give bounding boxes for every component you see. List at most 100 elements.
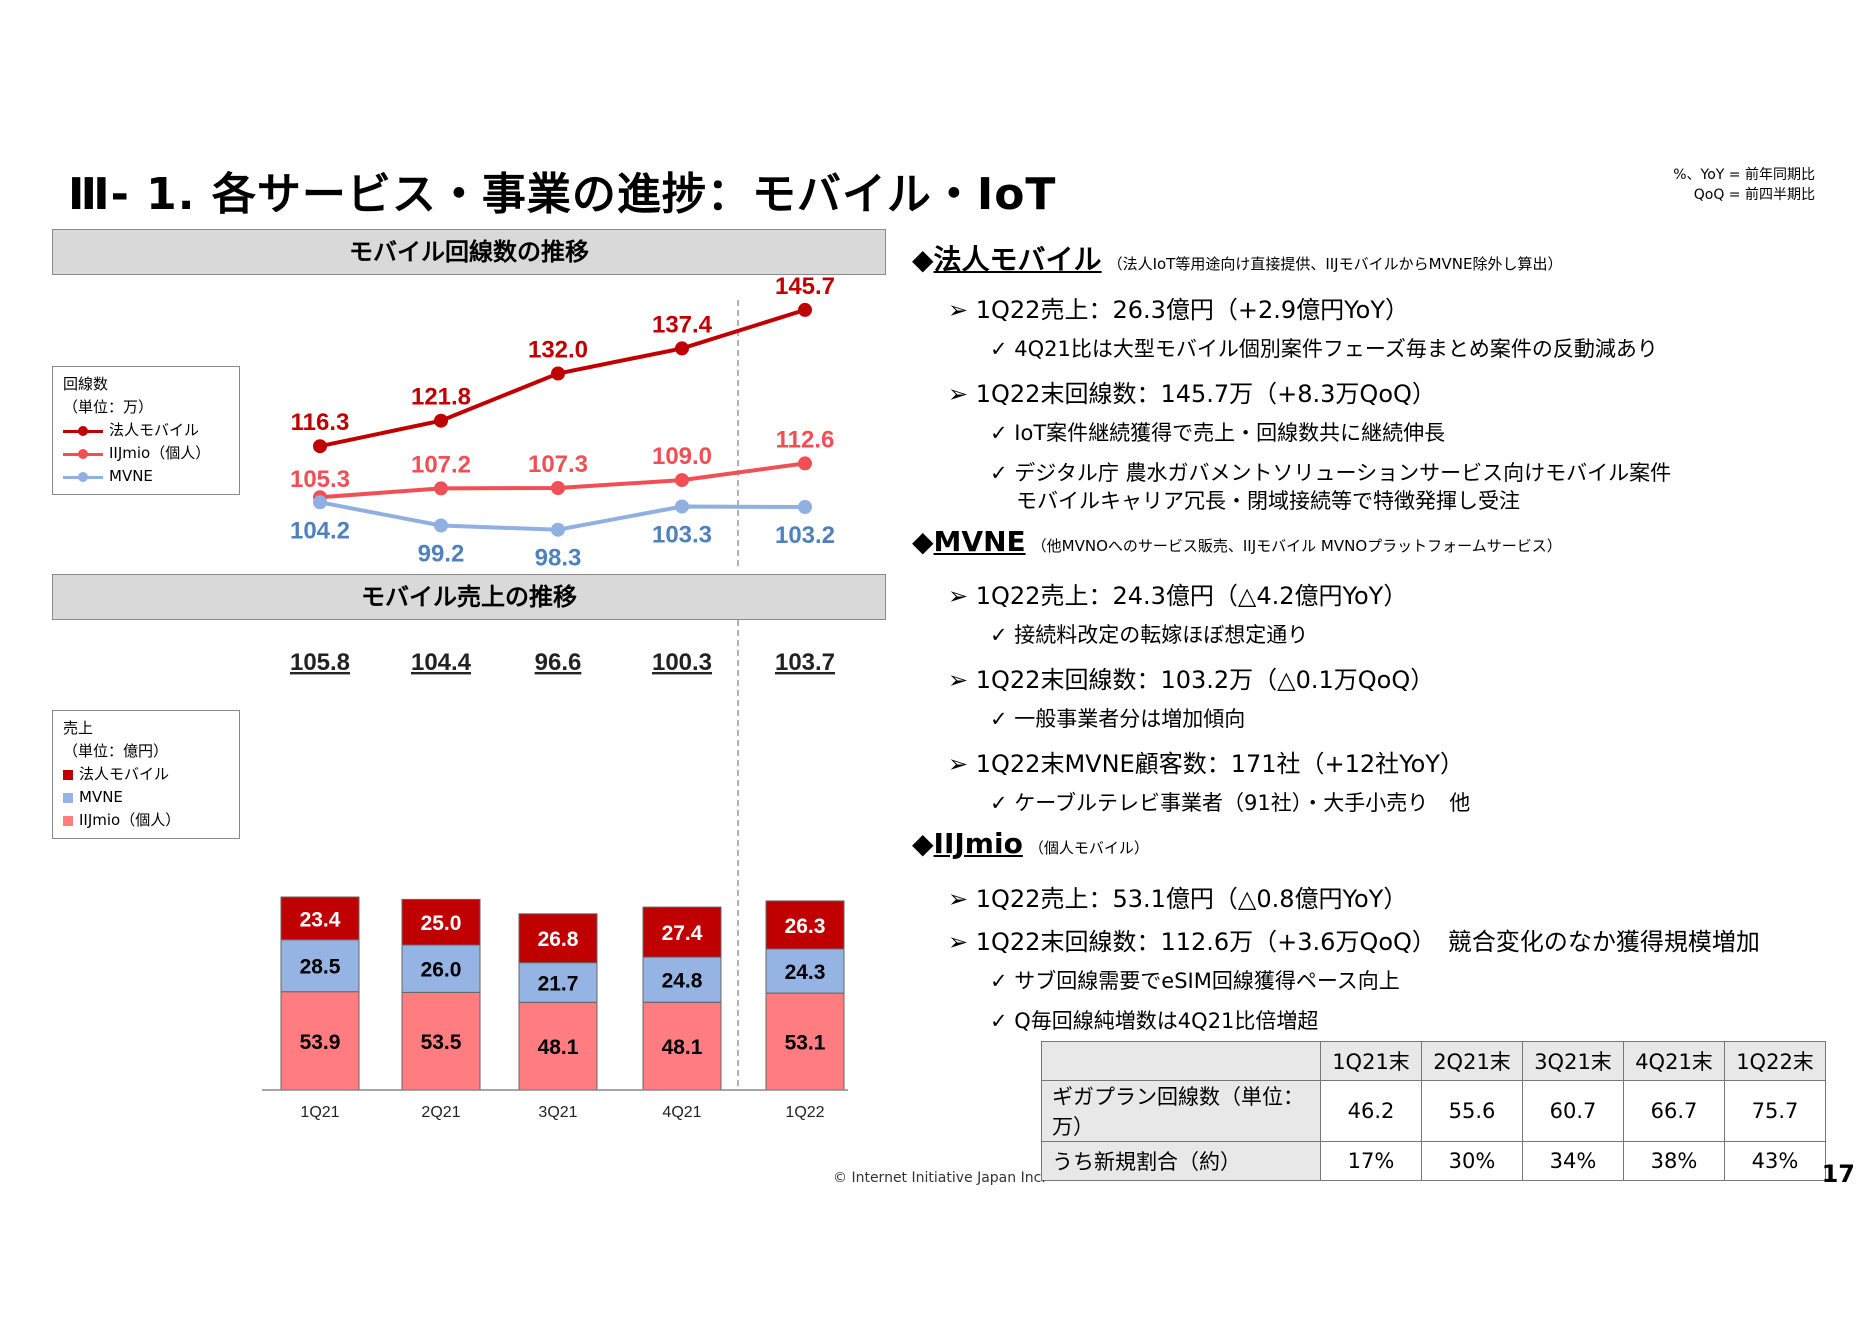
- bar-label-mvne: 24.8: [662, 970, 703, 993]
- check-text-continued: モバイルキャリア冗長・閉域接続等で特徴発揮し受注: [1016, 489, 1520, 513]
- bar-segment-mvne: [765, 948, 845, 994]
- mvne-section-heading: ◆MVNE （他MVNOへのサービス販売、IIJモバイル MVNOプラットフォーム…: [912, 525, 1562, 558]
- data-point-iijmio: [798, 456, 812, 471]
- table-cell: 60.7: [1522, 1080, 1624, 1142]
- data-label-mvne: 103.3: [652, 522, 712, 549]
- check-text: 接続料改定の転嫁ほぼ想定通り: [1014, 623, 1309, 647]
- legend-swatch-icon: [63, 792, 73, 803]
- data-point-mvne: [798, 500, 812, 514]
- bar-segment-corp: [642, 906, 722, 958]
- bar-legend-item-corp: 法人モバイル: [63, 763, 229, 786]
- data-point-corp: [551, 366, 565, 381]
- data-point-mvne: [551, 522, 565, 537]
- bullet: ➢ 1Q22末MVNE顧客数：171社（+12社YoY）: [948, 750, 1464, 778]
- check-text: 一般事業者分は増加傾向: [1014, 707, 1246, 731]
- bar-legend: 売上 （単位：億円） 法人モバイル MVNE IIJmio（個人）: [52, 710, 240, 839]
- table-cell: 55.6: [1421, 1080, 1523, 1142]
- legend-label: 法人モバイル: [79, 765, 170, 783]
- bar-segment-iijmio: [642, 1001, 722, 1091]
- bar-total-label: 100.3: [652, 649, 712, 676]
- data-label-iijmio: 109.0: [652, 443, 712, 470]
- data-label-mvne: 103.2: [775, 522, 835, 549]
- bar-label-mvne: 24.3: [785, 961, 826, 984]
- legend-label: IIJmio（個人）: [79, 811, 181, 829]
- table-row-label: うち新規割合（約）: [1041, 1141, 1321, 1181]
- page-title: Ⅲ- 1. 各サービス・事業の進捗：モバイル・IoT: [68, 169, 1057, 220]
- bullet-text: 1Q22末回線数：103.2万（△0.1万QoQ）: [975, 666, 1435, 694]
- bar-segment-mvne: [401, 944, 481, 993]
- table-row: うち新規割合（約） 17% 30% 34% 38% 43%: [1041, 1141, 1826, 1181]
- bar-segment-iijmio: [518, 1001, 598, 1091]
- corp-note: （法人IoT等用途向け直接提供、IIJモバイルからMVNE除外し算出）: [1107, 255, 1563, 273]
- legend-line-marker-icon: [63, 448, 103, 460]
- bullet: ➢ 1Q22売上：53.1億円（△0.8億円YoY）: [948, 885, 1408, 913]
- bar-total-label: 103.7: [775, 649, 835, 676]
- check-text: 4Q21比は大型モバイル個別案件フェーズ毎まとめ案件の反動減あり: [1014, 337, 1658, 361]
- bar-legend-item-iijmio: IIJmio（個人）: [63, 809, 229, 832]
- table-cell: 43%: [1724, 1141, 1826, 1181]
- note-yoy: %、YoY = 前年同期比: [1673, 167, 1815, 183]
- bullet: ➢ 1Q22末回線数：145.7万（+8.3万QoQ）: [948, 380, 1436, 408]
- x-axis-tick-label: 2Q21: [421, 1104, 460, 1121]
- legend-swatch-icon: [63, 815, 73, 826]
- bullet: ➢ 1Q22売上：24.3億円（△4.2億円YoY）: [948, 582, 1408, 610]
- data-label-corp: 121.8: [411, 384, 471, 411]
- bullet-text: 1Q22売上：53.1億円（△0.8億円YoY）: [975, 885, 1408, 913]
- data-label-corp: 137.4: [652, 311, 713, 338]
- legend-label: MVNE: [109, 467, 153, 485]
- bar-label-iijmio: 48.1: [538, 1036, 579, 1059]
- data-point-mvne: [675, 499, 689, 514]
- check-item: ✓ サブ回線需要でeSIM回線獲得ペース向上: [990, 969, 1400, 993]
- bullet-text: 1Q22末回線数：112.6万（+3.6万QoQ） 競合変化のなか獲得規模増加: [975, 928, 1760, 956]
- data-label-iijmio: 112.6: [776, 426, 835, 453]
- line-legend-title: 回線数: [63, 375, 109, 393]
- bullet-text: 1Q22売上：24.3億円（△4.2億円YoY）: [975, 582, 1408, 610]
- data-point-corp: [313, 439, 327, 454]
- bar-segment-corp: [765, 900, 845, 950]
- bar-segment-corp: [518, 913, 598, 964]
- corp-heading: 法人モバイル: [933, 243, 1102, 276]
- table-header-row: 1Q21末 2Q21末 3Q21末 4Q21末 1Q22末: [1041, 1041, 1826, 1081]
- gigaplan-table: 1Q21末 2Q21末 3Q21末 4Q21末 1Q22末 ギガプラン回線数（単…: [1041, 1041, 1826, 1181]
- bar-label-corp: 26.3: [785, 915, 826, 938]
- bar-label-corp: 27.4: [662, 922, 703, 945]
- check-text: デジタル庁 農水ガバメントソリューションサービス向けモバイル案件: [1014, 461, 1672, 485]
- legend-line-marker-icon: [63, 471, 103, 483]
- x-axis-tick-label: 3Q21: [538, 1104, 577, 1121]
- bar-legend-unit: （単位：億円）: [63, 742, 169, 760]
- line-chart: 116.3 121.8 132.0 137.4 145.7 105.3 107.2 107.3…: [290, 273, 835, 570]
- data-point-iijmio: [551, 481, 565, 495]
- legend-line-marker-icon: [63, 425, 103, 437]
- table-cell: 38%: [1623, 1141, 1725, 1181]
- check-text: ケーブルテレビ事業者（91社）・大手小売り 他: [1014, 791, 1471, 815]
- line-legend-unit: （単位：万）: [63, 398, 154, 416]
- check-item: ✓ IoT案件継続獲得で売上・回線数共に継続伸長: [990, 421, 1446, 445]
- table-header-cell: 1Q21末: [1320, 1041, 1422, 1081]
- bar-label-mvne: 26.0: [421, 959, 462, 982]
- iijmio-heading: IIJmio: [933, 827, 1023, 860]
- bar-segment-corp: [401, 898, 481, 946]
- iijmio-note: （個人モバイル）: [1028, 839, 1149, 857]
- data-point-iijmio: [675, 473, 689, 488]
- abbreviation-note: %、YoY = 前年同期比 QoQ = 前四半期比: [1673, 165, 1815, 205]
- bar-total-label: 105.8: [290, 649, 350, 676]
- data-label-iijmio: 107.2: [411, 451, 471, 478]
- data-point-iijmio: [434, 481, 448, 496]
- check-item: ✓ ケーブルテレビ事業者（91社）・大手小売り 他: [990, 791, 1471, 815]
- check-item: ✓ 4Q21比は大型モバイル個別案件フェーズ毎まとめ案件の反動減あり: [990, 337, 1658, 361]
- bar-total-label: 96.6: [535, 649, 582, 676]
- table-header-cell: 1Q22末: [1724, 1041, 1826, 1081]
- bar-label-iijmio: 53.1: [785, 1032, 826, 1055]
- bar-segment-mvne: [518, 962, 598, 1003]
- line-panel-header: モバイル回線数の推移: [52, 229, 886, 275]
- legend-label: IIJmio（個人）: [109, 444, 211, 462]
- bar-segment-mvne: [280, 939, 360, 993]
- check-item: ✓ 接続料改定の転嫁ほぼ想定通り: [990, 623, 1309, 647]
- table-cell: 17%: [1320, 1141, 1422, 1181]
- data-label-iijmio: 105.3: [290, 466, 350, 493]
- table-header-cell: 4Q21末: [1623, 1041, 1725, 1081]
- table-cell: 46.2: [1320, 1080, 1422, 1142]
- data-point-corp: [798, 302, 812, 317]
- data-label-iijmio: 107.3: [528, 451, 588, 478]
- bar-legend-title: 売上: [63, 719, 94, 737]
